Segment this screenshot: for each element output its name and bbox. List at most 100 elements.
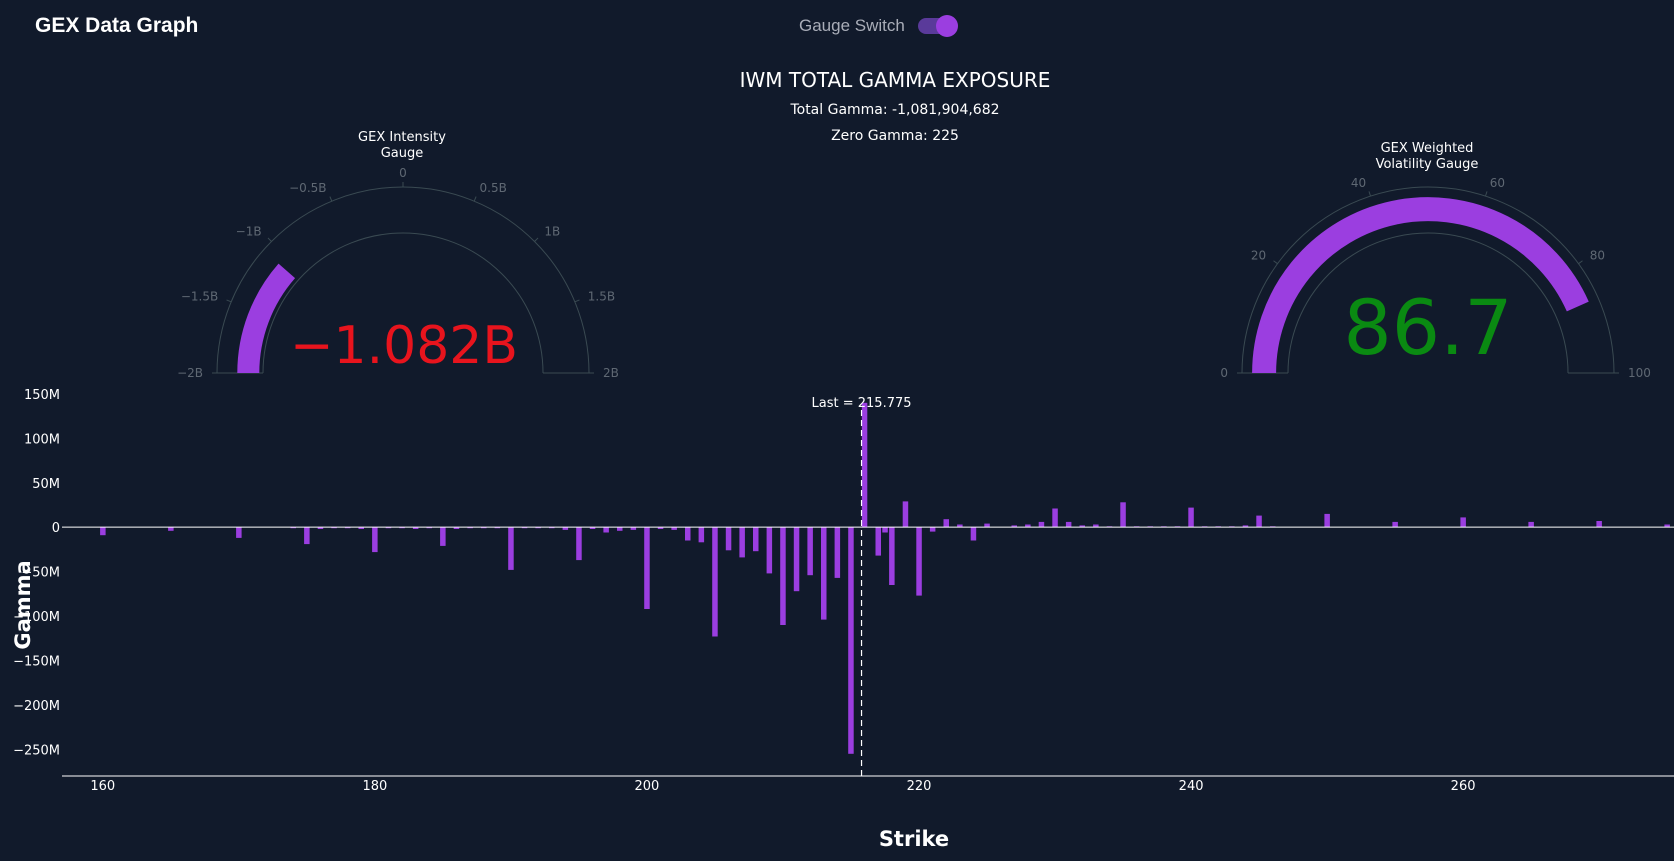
gamma-bar [1038, 521, 1045, 528]
gamma-bar [1093, 524, 1099, 528]
gamma-bar [943, 519, 949, 528]
gamma-bar [508, 527, 514, 570]
gamma-bar [603, 527, 609, 533]
gauge-tick-label: 20 [1251, 248, 1266, 262]
gamma-bar [358, 527, 364, 529]
gamma-bar [1324, 513, 1330, 528]
gamma-bar [984, 523, 990, 528]
gauge-inner-arc [262, 232, 544, 374]
gamma-bar [1528, 521, 1534, 528]
gamma-bar [630, 527, 637, 530]
y-axis: 150M 100M 50M 0 −50M −100M −150M −200M −250M [13, 388, 60, 758]
gauge-tick-label: 40 [1351, 176, 1366, 190]
gamma-bar [902, 501, 909, 528]
gauge-outer-arc [1241, 186, 1615, 374]
gauge-tick-label: −2B [177, 366, 203, 380]
volatility-gauge-title-line1: GEX Weighted [1381, 141, 1474, 156]
gamma-bar [1011, 525, 1017, 528]
gamma-bar [304, 527, 310, 545]
gamma-bar [685, 527, 691, 541]
gauge-switch-knob[interactable] [935, 15, 958, 37]
gamma-bar [807, 527, 813, 576]
gamma-bar [399, 527, 405, 529]
gamma-bar [344, 527, 351, 529]
gamma-bar [481, 527, 487, 529]
gamma-bar [576, 527, 582, 561]
intensity-gauge-value: −1.082B [290, 316, 518, 376]
gamma-bar [712, 527, 718, 637]
x-tick-label: 200 [634, 779, 659, 794]
gamma-bar [100, 527, 106, 536]
gamma-bar [412, 527, 419, 529]
gamma-bar [1242, 525, 1249, 528]
gauge-switch-toggle[interactable] [917, 15, 958, 37]
gamma-bar [889, 527, 895, 585]
gamma-bar [331, 527, 337, 529]
gamma-bar [168, 527, 174, 531]
gauge-switch[interactable]: Gauge Switch [799, 15, 958, 37]
gauge-tick-mark [1273, 260, 1278, 265]
gamma-bar [793, 527, 800, 592]
y-tick-label: −200M [13, 699, 60, 714]
x-axis: 160 180 200 220 240 260 [62, 775, 1674, 794]
gauge-tick-mark [574, 299, 580, 303]
x-axis-label: Strike [879, 827, 949, 851]
y-tick-label: 150M [24, 388, 60, 403]
y-tick-label: −50M [21, 566, 60, 581]
gamma-bar [644, 527, 650, 609]
gamma-bar [1079, 525, 1085, 528]
gauge-value-band [1252, 197, 1589, 374]
chart-subtitle-zero-gamma: Zero Gamma: 225 [831, 128, 959, 144]
app-title: GEX Data Graph [35, 14, 199, 37]
y-tick-label: −100M [13, 610, 60, 625]
gamma-bar [426, 527, 432, 529]
gamma-bar [1120, 502, 1126, 528]
y-tick-label: −150M [13, 655, 60, 670]
gamma-bar [957, 524, 963, 528]
volatility-gauge: 0 20 40 60 80 100 [1220, 176, 1651, 380]
gamma-bar [1256, 515, 1262, 528]
gamma-bar [467, 527, 473, 529]
x-tick-label: 160 [90, 779, 115, 794]
gauge-tick-label: 0 [1220, 366, 1228, 380]
gauge-tick-mark [226, 299, 232, 303]
gamma-bar [882, 527, 888, 533]
gamma-bar [671, 527, 677, 530]
y-tick-label: 0 [52, 521, 60, 536]
x-tick-label: 240 [1179, 779, 1204, 794]
gamma-bar [1052, 508, 1058, 528]
x-tick-label: 180 [362, 779, 387, 794]
gamma-bar [236, 527, 242, 538]
intensity-gauge-title-line2: Gauge [381, 146, 424, 161]
gamma-bar [698, 527, 705, 543]
gamma-bar [549, 527, 555, 529]
last-price-annotation: Last = 215.775 [812, 396, 912, 411]
chart-title: IWM TOTAL GAMMA EXPOSURE [740, 68, 1051, 92]
gamma-bar [1188, 507, 1194, 528]
gamma-bars [100, 402, 1670, 754]
gamma-bar [494, 527, 501, 529]
gauge-tick-label: 60 [1490, 176, 1505, 190]
gex-intensity-gauge: −2B −1.5B −1B −0.5B 0 0.5B 1B 1.5B 2B [177, 166, 619, 380]
gamma-bar [1025, 524, 1031, 528]
gamma-bar [535, 527, 541, 529]
gamma-bar [861, 402, 868, 528]
gauge-tick-mark [267, 237, 272, 242]
gamma-bar [1460, 517, 1466, 528]
gauge-tick-mark [329, 196, 333, 202]
gauge-tick-label: −1.5B [181, 290, 218, 304]
volatility-gauge-value: 86.7 [1343, 283, 1512, 372]
gamma-bar [617, 527, 623, 531]
gamma-bar [1392, 521, 1398, 528]
gamma-bar [657, 527, 664, 529]
gamma-bar [725, 527, 732, 551]
gamma-bar [739, 527, 745, 558]
gamma-bar [780, 527, 786, 625]
gamma-bar [970, 527, 977, 541]
volatility-gauge-title-line2: Volatility Gauge [1376, 157, 1479, 172]
gamma-bar [290, 527, 296, 529]
gauge-tick-mark [473, 196, 477, 202]
y-tick-label: 100M [24, 432, 60, 447]
intensity-gauge-title-line1: GEX Intensity [358, 130, 446, 145]
gamma-bar [1596, 521, 1602, 528]
